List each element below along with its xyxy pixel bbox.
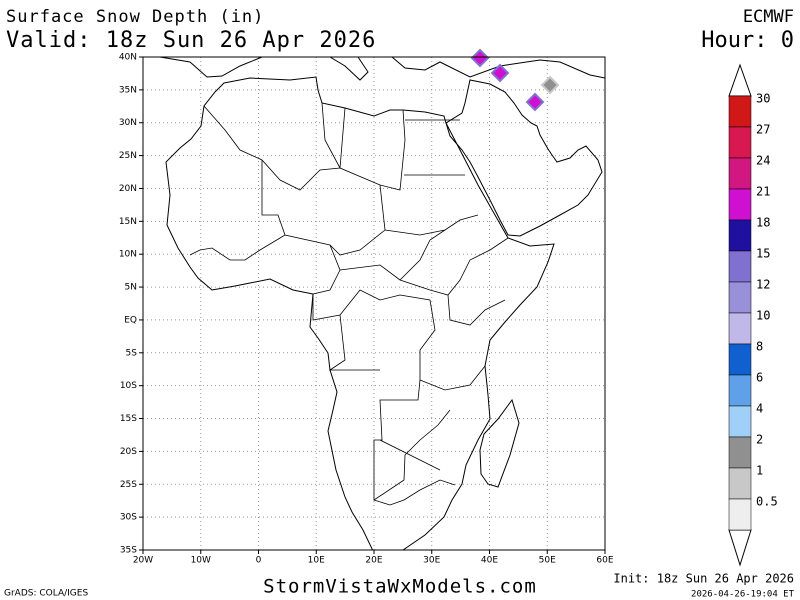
lat-label: 30N	[119, 118, 137, 128]
lon-label: 40E	[481, 556, 498, 566]
colorbar-box	[728, 188, 752, 221]
lat-label: 35S	[120, 546, 137, 556]
colorbar-label: 15	[756, 247, 770, 261]
lon-label: 0	[256, 556, 262, 566]
init-time: Init: 18z Sun 26 Apr 2026	[613, 572, 794, 586]
colorbar-label: 2	[756, 433, 763, 447]
lon-label: 30E	[423, 556, 440, 566]
colorbar-arrow	[728, 63, 752, 97]
colorbar-box	[728, 281, 752, 314]
timestamp: 2026-04-26-19:04 ET	[691, 590, 795, 600]
lat-label: 5N	[125, 283, 137, 293]
lat-label: 35N	[119, 85, 137, 95]
colorbar-box	[728, 405, 752, 438]
colorbar-box	[728, 467, 752, 500]
colorbar-box	[728, 436, 752, 469]
coastlines	[159, 57, 605, 550]
colorbar-box	[728, 126, 752, 159]
colorbar-label: 0.5	[756, 495, 778, 509]
colorbar-label: 10	[756, 309, 770, 323]
valid-time: Valid: 18z Sun 26 Apr 2026	[6, 28, 376, 53]
colorbar-box	[728, 157, 752, 190]
colorbar-label: 12	[756, 278, 770, 292]
colorbar-label: 1	[756, 464, 763, 478]
model-name: ECMWF	[743, 7, 794, 27]
colorbar-box	[728, 312, 752, 345]
lon-label: 50E	[539, 556, 556, 566]
snow-area	[540, 75, 560, 95]
colorbar-label: 8	[756, 340, 763, 354]
lat-label: 5S	[126, 348, 138, 358]
forecast-hour: Hour: 0	[701, 28, 794, 53]
arabia-coast	[445, 79, 603, 237]
colorbar-arrow	[728, 529, 752, 567]
snow-area	[490, 63, 510, 83]
grid: 40N 35N 30N 25N 20N 15N 10N 5N EQ 5S 10S 15S 20S 25S 3…	[119, 53, 614, 566]
lat-label: 15N	[119, 217, 137, 227]
credit: GrADS: COLA/IGES	[4, 589, 88, 599]
colorbar-label: 6	[756, 371, 763, 385]
colorbar-label: 27	[756, 123, 770, 137]
lat-label: 10S	[120, 381, 137, 391]
lon-label: 20E	[365, 556, 382, 566]
colorbar-box	[728, 498, 752, 531]
lat-label: 25N	[119, 151, 137, 161]
colorbar-box	[728, 250, 752, 283]
snow-blobs	[470, 48, 560, 112]
lat-label: 40N	[119, 53, 137, 63]
colorbar-label: 18	[756, 216, 770, 230]
colorbar-box	[728, 95, 752, 128]
colorbar-label: 4	[756, 402, 763, 416]
madagascar	[479, 398, 520, 488]
map-title: Surface Snow Depth (in)	[6, 7, 264, 27]
africa-coast	[165, 76, 555, 550]
lon-label: 10W	[191, 556, 211, 566]
plot-frame	[142, 56, 606, 551]
snow-area	[525, 92, 545, 112]
colorbar-label: 24	[756, 154, 770, 168]
country-borders	[189, 102, 509, 506]
colorbar-box	[728, 374, 752, 407]
lon-label: 60E	[596, 556, 613, 566]
lat-label: 10N	[119, 250, 137, 260]
colorbar-label: 30	[756, 92, 770, 106]
colorbar-box	[728, 343, 752, 376]
lat-label: 20S	[120, 447, 137, 457]
europe-coast	[159, 57, 605, 81]
lat-label: EQ	[124, 315, 137, 325]
lon-label: 10E	[308, 556, 325, 566]
lat-label: 20N	[119, 184, 137, 194]
snow-area	[470, 48, 490, 68]
lat-label: 15S	[120, 414, 137, 424]
lon-label: 20W	[133, 556, 153, 566]
site-name: StormVistaWxModels.com	[263, 576, 537, 598]
lat-label: 30S	[120, 513, 137, 523]
colorbar-label: 21	[756, 185, 770, 199]
lat-label: 25S	[120, 480, 137, 490]
colorbar-box	[728, 219, 752, 252]
